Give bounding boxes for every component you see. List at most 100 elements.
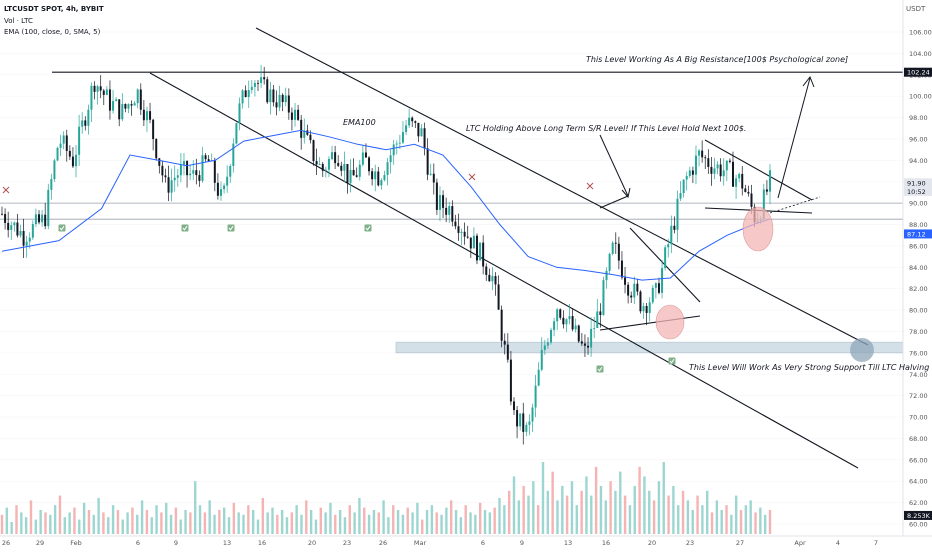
candle-body <box>765 189 768 192</box>
volume-bar <box>10 522 13 534</box>
volume-bar <box>392 505 395 534</box>
volume-legend[interactable]: Vol · LTC <box>4 17 33 25</box>
x-marker <box>586 182 594 190</box>
volume-bar <box>271 507 274 534</box>
candle-body <box>68 150 71 157</box>
candle-body <box>590 328 593 348</box>
volume-bar <box>102 512 105 534</box>
candle-body <box>408 117 411 126</box>
candle-body <box>47 189 50 227</box>
ema-price-tag: 87.12 <box>904 229 932 239</box>
candle-body <box>707 158 710 167</box>
volume-bar <box>107 517 110 534</box>
check-marker <box>181 224 189 232</box>
candle-body <box>81 120 84 127</box>
candle-body <box>513 401 515 411</box>
volume-bar <box>677 505 680 534</box>
volume-bar <box>203 512 207 534</box>
volume-bar <box>657 481 661 534</box>
candle-body <box>583 343 586 346</box>
volume-bar <box>691 510 694 534</box>
candle-body <box>238 103 241 124</box>
candle-body <box>587 345 590 348</box>
candle-body <box>401 132 404 143</box>
triangle-projection <box>769 196 821 214</box>
volume-bar <box>411 512 414 534</box>
candle-body <box>173 177 176 181</box>
ema-legend[interactable]: EMA (100, close, 0, SMA, 5) <box>4 28 101 36</box>
volume-bar <box>179 519 182 534</box>
x-tick-label: 23 <box>343 539 351 547</box>
candle-body <box>522 413 525 432</box>
volume-bar <box>643 476 646 534</box>
candle-body <box>25 241 28 246</box>
volume-bar <box>319 507 322 534</box>
volume-bar <box>517 500 521 534</box>
current-price-tag-text: 91.90 <box>907 179 926 187</box>
candle-body <box>503 340 506 345</box>
volume-bar <box>97 498 100 534</box>
candle-body <box>519 413 522 427</box>
triangle-upper-line <box>704 139 813 201</box>
time-axis[interactable]: 26 29 Feb 6 9 13 16 20 23 26 Mar 6 9 13 16 20 23 27 Apr 4 7 <box>0 535 932 547</box>
candle-body <box>716 164 719 169</box>
candle-body <box>4 214 7 223</box>
volume-bar <box>599 486 603 534</box>
volume-bar <box>739 510 743 534</box>
candle-body <box>488 274 491 282</box>
volume-bar <box>247 505 250 534</box>
arrow-up-head <box>802 76 815 88</box>
candle-body <box>667 244 670 248</box>
candle-body <box>627 284 630 296</box>
candle-body <box>617 243 620 261</box>
candle-body <box>179 164 182 176</box>
volume-bar <box>580 490 583 534</box>
volume-bar <box>450 500 453 534</box>
volume-bar <box>440 514 443 534</box>
volume-bar <box>387 517 390 534</box>
volume-bar <box>44 512 47 534</box>
volume-bar <box>285 517 289 534</box>
resistance-annotation: This Level Working As A Big Resistance[1… <box>586 55 849 64</box>
check-marker <box>668 357 676 365</box>
candle-body <box>318 164 321 165</box>
volume-bar <box>488 512 492 534</box>
ema-price-tag-text: 87.12 <box>907 230 926 238</box>
volume-bar <box>213 514 216 534</box>
candle-body <box>553 321 556 330</box>
volume-bar <box>314 519 318 534</box>
candle-body <box>432 173 435 183</box>
volume-bar <box>300 514 303 534</box>
x-tick-label: Mar <box>414 539 427 547</box>
volume-bar <box>469 512 472 534</box>
volume-tag-bg <box>904 510 932 520</box>
candle-body <box>457 226 460 233</box>
candle-body <box>713 168 716 174</box>
candle-body <box>127 104 130 109</box>
markers <box>2 173 874 373</box>
candle-body <box>657 283 660 293</box>
channel-upper-line <box>255 27 869 346</box>
candle-body <box>16 222 19 236</box>
candle-body <box>355 175 358 177</box>
candle-body <box>596 311 599 328</box>
volume-bar <box>343 517 347 534</box>
candle-body <box>78 126 81 155</box>
candle-body <box>747 191 750 194</box>
candle-body <box>303 130 306 138</box>
support-target-circle <box>850 338 874 362</box>
price-axis[interactable]: 106.00104.00102.00100.0098.0096.0094.009… <box>902 0 932 550</box>
volume-bar <box>24 517 28 534</box>
symbol-title: LTCUSDT SPOT, 4h, BYBIT <box>4 5 104 13</box>
candle-body <box>392 144 395 156</box>
volume-bar <box>266 512 269 534</box>
candle-body <box>198 175 201 181</box>
candle-body <box>349 169 352 183</box>
volume-bar <box>565 495 569 534</box>
volume-bar <box>165 502 168 534</box>
candle-body <box>605 270 608 281</box>
candle-body <box>722 170 725 177</box>
volume-bar <box>706 490 709 534</box>
volume-bar <box>68 512 71 534</box>
candle-body <box>161 165 164 176</box>
